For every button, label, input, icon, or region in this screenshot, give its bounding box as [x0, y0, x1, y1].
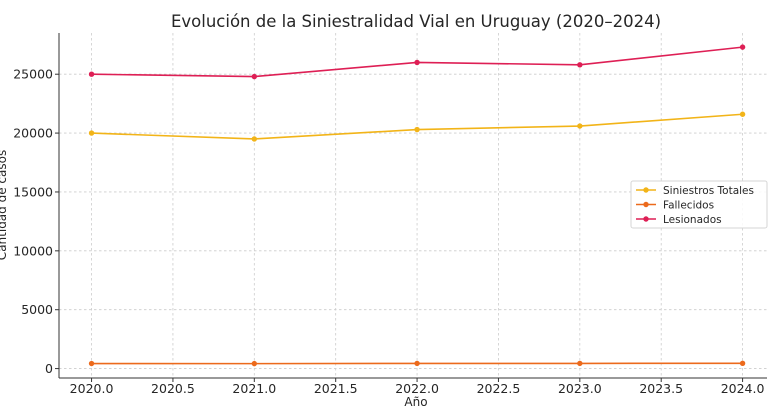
legend-swatch-marker-fallecidos — [643, 201, 649, 208]
legend: Siniestros Totales Fallecidos Lesionados — [630, 180, 768, 229]
series-lines — [88, 44, 746, 367]
data-point — [414, 360, 420, 367]
data-point — [577, 62, 583, 68]
data-point — [88, 360, 95, 367]
x-axis-label: Año — [404, 395, 427, 409]
legend-box — [630, 180, 768, 229]
data-point — [739, 360, 746, 366]
axes: 2020.0 2020.5 2021.0 2021.5 2022.0 2022.5 2023… — [13, 33, 767, 396]
data-point — [414, 59, 420, 66]
legend-label-fallecidos: Fallecidos — [663, 199, 714, 211]
data-point — [88, 130, 95, 136]
data-point — [251, 73, 258, 80]
data-point — [577, 123, 583, 129]
series-siniestros-totales — [88, 111, 746, 142]
x-tick-label: 2021.0 — [232, 381, 276, 396]
y-tick-label: 20000 — [13, 126, 53, 141]
x-tick-label: 2023.0 — [558, 381, 602, 396]
legend-swatch-marker-siniestros-totales — [643, 187, 649, 193]
series-fallecidos — [88, 360, 746, 367]
data-point — [577, 360, 583, 367]
x-tick-label: 2023.5 — [639, 381, 683, 396]
y-tick-label: 10000 — [13, 243, 53, 258]
legend-label-lesionados: Lesionados — [663, 214, 722, 226]
x-tick-label: 2022.0 — [395, 381, 439, 396]
y-axis-label: Cantidad de casos — [0, 150, 9, 260]
x-tick-label: 2022.5 — [477, 381, 521, 396]
y-tick-label: 0 — [45, 361, 53, 376]
data-point — [251, 136, 258, 142]
series-lesionados — [88, 44, 746, 80]
x-tick-label: 2024.0 — [721, 381, 765, 396]
legend-swatch-marker-lesionados — [643, 216, 649, 222]
x-tick-label: 2021.5 — [314, 381, 358, 396]
x-tick-label: 2020.5 — [151, 381, 195, 396]
x-tick-label: 2020.0 — [70, 381, 114, 396]
data-point — [739, 44, 746, 50]
data-point — [414, 126, 420, 133]
data-point — [251, 360, 258, 367]
legend-label-siniestros-totales: Siniestros Totales — [663, 185, 754, 197]
data-point — [739, 111, 746, 117]
chart-title: Evolución de la Siniestralidad Vial en U… — [171, 12, 661, 31]
y-tick-label: 25000 — [13, 67, 53, 82]
y-tick-label: 5000 — [21, 302, 53, 317]
data-point — [88, 71, 95, 77]
y-tick-label: 15000 — [13, 184, 53, 199]
